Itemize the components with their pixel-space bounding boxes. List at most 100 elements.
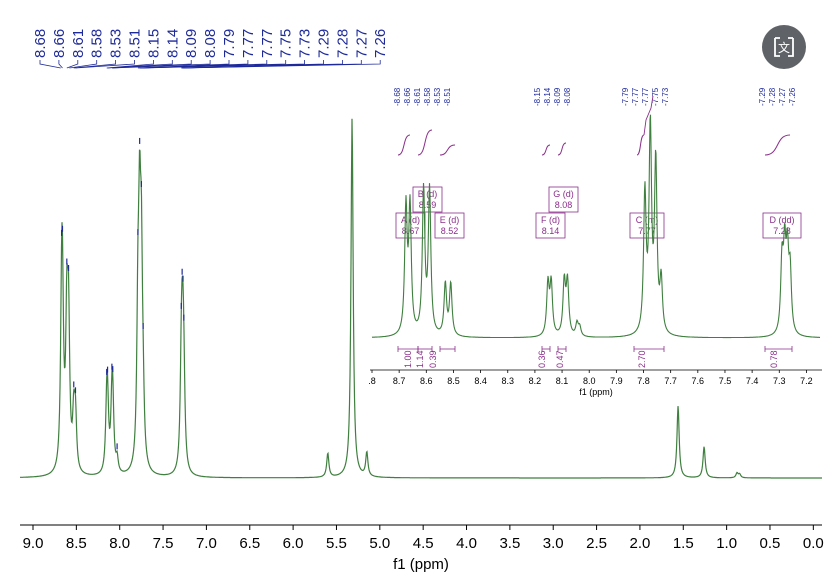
inset-peak-label: -8.08: [563, 87, 572, 106]
main-x-tick-label: 5.0: [369, 535, 390, 552]
inset-peak-labels: -8.68 -8.66 -8.61 -8.58 -8.53 -8.51 -8.15 -8.14…: [393, 87, 797, 106]
integral-curve: [417, 129, 433, 156]
multiplet-shift: 8.59: [419, 200, 437, 210]
main-peak-label: 8.51: [127, 29, 144, 58]
svg-text:0.39: 0.39: [428, 350, 438, 368]
main-peak-label: 8.14: [164, 29, 181, 58]
main-x-tick-label: 2.0: [629, 535, 650, 552]
svg-text:0.47: 0.47: [555, 350, 565, 368]
multiplet-shift: 8.52: [441, 226, 459, 236]
main-peak-label: 7.27: [353, 29, 370, 58]
main-x-tick-label: 9.0: [23, 535, 44, 552]
inset-peak-label: -8.58: [423, 87, 432, 106]
inset-peak-label: -7.26: [788, 87, 797, 106]
svg-text:1.14: 1.14: [415, 350, 425, 368]
multiplet-box: D (dd)7.28: [762, 212, 802, 239]
inset-x-tick-label: 8.6: [420, 376, 433, 386]
integral-curve: [636, 134, 645, 156]
main-peak-leader: [106, 60, 154, 69]
svg-text:文: 文: [778, 40, 790, 55]
integral-curve: [764, 134, 791, 156]
inset-peak-label: -7.79: [621, 87, 630, 106]
inset-peak-label: -7.28: [768, 87, 777, 106]
main-peak-label: 8.08: [202, 29, 219, 58]
main-peak-leader: [112, 60, 211, 69]
main-peak-leader: [69, 60, 98, 69]
main-peak-label: 8.09: [183, 29, 200, 58]
main-peak-label: 7.29: [316, 29, 333, 58]
main-peak-label: 7.79: [221, 29, 238, 58]
inset-x-tick-label: 8.1: [556, 376, 569, 386]
inset-multiplet-boxes: A (d)8.67B (d)8.59E (d)8.52F (d)8.14G (d…: [395, 186, 802, 239]
multiplet-letter: B (d): [418, 189, 438, 199]
integral-value: 0.39: [428, 346, 456, 368]
integral-curve: [557, 142, 567, 156]
main-x-tick-label: 1.0: [716, 535, 737, 552]
integral-curve: [439, 144, 456, 156]
main-x-tick-label: 7.0: [196, 535, 217, 552]
multiplet-box: G (d)8.08: [548, 186, 579, 213]
inset-x-tick-label: 7.9: [610, 376, 623, 386]
inset-x-tick-label: 7.8: [637, 376, 650, 386]
main-x-tick-label: 7.5: [153, 535, 174, 552]
inset-x-axis-label: f1 (ppm): [579, 387, 613, 397]
main-x-tick-label: 6.0: [283, 535, 304, 552]
integral-curve: [643, 95, 654, 136]
inset-x-tick-label: 7.3: [773, 376, 786, 386]
inset-x-tick-label: .8: [368, 376, 376, 386]
multiplet-box: C (m)7.77: [629, 212, 665, 239]
svg-text:0.78: 0.78: [769, 350, 779, 368]
inset-x-tick-label: 8.2: [529, 376, 542, 386]
svg-text:1.00: 1.00: [403, 350, 413, 368]
main-x-axis: 9.0 8.5 8.0 7.5 7.0 6.5 6.0 5.5 5.0 4.5 4.0 3.5 3.0 2…: [23, 525, 824, 552]
main-peak-label: 7.28: [334, 29, 351, 58]
main-peak-label: 7.77: [240, 29, 257, 58]
main-peak-leader: [183, 60, 381, 69]
multiplet-shift: 7.77: [638, 226, 656, 236]
integral-value: 1.14: [415, 346, 433, 368]
main-x-tick-label: 0.5: [760, 535, 781, 552]
multiplet-shift: 8.08: [555, 200, 573, 210]
main-peak-leader: [58, 60, 63, 69]
main-peak-label: 8.66: [51, 29, 68, 58]
inset-spectrum-line: [371, 114, 820, 339]
integral-curve: [541, 144, 551, 156]
multiplet-letter: C (m): [636, 215, 659, 225]
main-peak-label: 7.26: [372, 29, 389, 58]
integral-value: 2.70: [633, 346, 665, 368]
inset-peak-label: -7.77: [641, 87, 650, 106]
integral-curve: [397, 134, 411, 156]
inset-x-tick-label: 8.7: [393, 376, 406, 386]
main-x-axis-label: f1 (ppm): [393, 556, 449, 573]
integral-value: 0.47: [555, 346, 567, 368]
main-peak-label: 8.15: [145, 29, 162, 58]
inset-x-tick-label: 8.4: [474, 376, 487, 386]
main-peak-label: 8.68: [32, 29, 49, 58]
multiplet-letter: E (d): [440, 215, 460, 225]
multiplet-box: F (d)8.14: [535, 212, 566, 239]
multiplet-letter: G (d): [553, 189, 574, 199]
main-x-tick-label: 8.0: [109, 535, 130, 552]
main-peak-leaders: [39, 60, 381, 69]
integral-value: 0.36: [537, 346, 551, 368]
inset-peak-label: -7.27: [778, 87, 787, 106]
main-peak-leader: [75, 60, 135, 69]
inset-x-tick-label: 7.2: [800, 376, 813, 386]
inset-peak-label: -8.51: [443, 87, 452, 106]
multiplet-shift: 7.28: [773, 226, 791, 236]
inset-peak-label: -8.14: [543, 87, 552, 106]
main-x-tick-label: 6.5: [239, 535, 260, 552]
translate-button[interactable]: 文: [762, 25, 806, 69]
main-peak-leader: [39, 60, 61, 69]
inset-peak-label: -8.15: [533, 87, 542, 106]
main-peak-leader: [66, 60, 79, 69]
main-x-tick-label: 4.0: [456, 535, 477, 552]
multiplet-letter: F (d): [541, 215, 560, 225]
main-x-tick-label: 3.5: [499, 535, 520, 552]
main-peak-markers: [61, 137, 185, 450]
main-peak-label: 7.77: [259, 29, 276, 58]
svg-text:0.36: 0.36: [537, 350, 547, 368]
inset-x-tick-label: 7.4: [746, 376, 759, 386]
inset-integral-values: 1.00 1.14 0.39 0.36 0.47 2.70 0.78: [397, 346, 793, 368]
